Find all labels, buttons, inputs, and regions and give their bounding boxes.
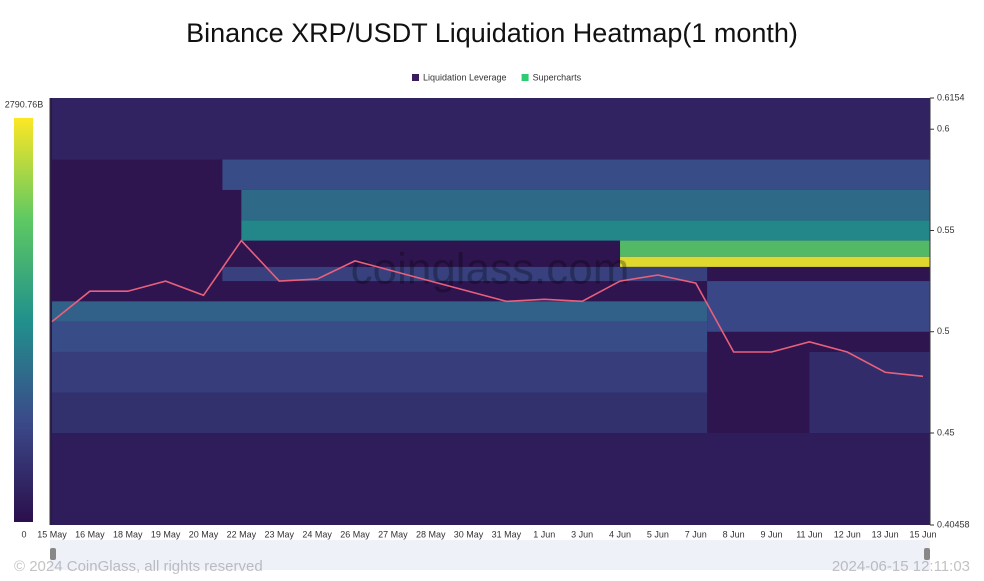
heat-band: [52, 351, 708, 393]
x-tick-label: 9 Jun: [761, 529, 783, 539]
heat-band: [241, 189, 930, 221]
navigator: [50, 540, 930, 570]
x-tick-label: 12 Jun: [834, 529, 861, 539]
legend-swatch: [412, 74, 419, 81]
heat-band: [707, 281, 930, 332]
x-tick-label: 27 May: [378, 529, 408, 539]
x-tick-label: 28 May: [416, 529, 446, 539]
legend-label: Liquidation Leverage: [423, 72, 507, 82]
x-tick-label: 31 May: [492, 529, 522, 539]
x-tick-label: 15 Jun: [909, 529, 936, 539]
heat-band: [52, 301, 708, 322]
navigator-handle[interactable]: [924, 548, 930, 560]
x-tick-label: 30 May: [454, 529, 484, 539]
x-tick-label: 15 May: [37, 529, 67, 539]
y-tick-label: 0.45: [937, 427, 955, 437]
x-tick-label: 20 May: [189, 529, 219, 539]
x-tick-label: 11 Jun: [796, 529, 822, 539]
x-tick-label: 18 May: [113, 529, 143, 539]
x-tick-label: 13 Jun: [872, 529, 899, 539]
x-tick-label: 23 May: [264, 529, 294, 539]
x-tick-label: 1 Jun: [533, 529, 555, 539]
legend-swatch: [521, 74, 529, 81]
colorbar-label: 0: [21, 529, 26, 539]
heat-band: [222, 266, 708, 282]
heat-band: [52, 321, 708, 352]
y-tick-label: 0.40458: [937, 519, 970, 529]
heat-band: [52, 98, 930, 160]
y-tick-label: 0.6154: [937, 92, 965, 102]
x-tick-label: 22 May: [227, 529, 257, 539]
heat-band: [52, 392, 708, 434]
x-tick-label: 8 Jun: [723, 529, 745, 539]
y-tick-label: 0.5: [937, 326, 950, 336]
heat-band: [241, 220, 930, 241]
x-tick-label: 19 May: [151, 529, 181, 539]
price-line: [51, 239, 924, 378]
x-tick-label: 26 May: [340, 529, 370, 539]
chart-title: Binance XRP/USDT Liquidation Heatmap(1 m…: [186, 18, 798, 48]
heat-band: [52, 433, 930, 525]
x-tick-label: 4 Jun: [609, 529, 631, 539]
y-tick-label: 0.55: [937, 225, 955, 235]
x-tick-label: 16 May: [75, 529, 105, 539]
navigator-handle[interactable]: [50, 548, 56, 560]
copyright: © 2024 CoinGlass, all rights reserved: [14, 558, 263, 575]
x-tick-label: 3 Jun: [571, 529, 593, 539]
colorbar: [14, 118, 33, 522]
heat-band: [620, 240, 930, 257]
colorbar-label: 2790.76B: [5, 99, 44, 109]
heat-band: [809, 351, 930, 434]
x-tick-label: 7 Jun: [685, 529, 707, 539]
x-tick-label: 24 May: [302, 529, 332, 539]
legend-label: Supercharts: [533, 72, 582, 82]
timestamp: 2024-06-15 12:11:03: [832, 558, 970, 575]
heat-band: [222, 159, 931, 190]
x-tick-label: 5 Jun: [647, 529, 669, 539]
y-tick-label: 0.6: [937, 124, 950, 134]
watermark: coinglass.com: [351, 245, 630, 294]
heat-band: [620, 256, 930, 267]
